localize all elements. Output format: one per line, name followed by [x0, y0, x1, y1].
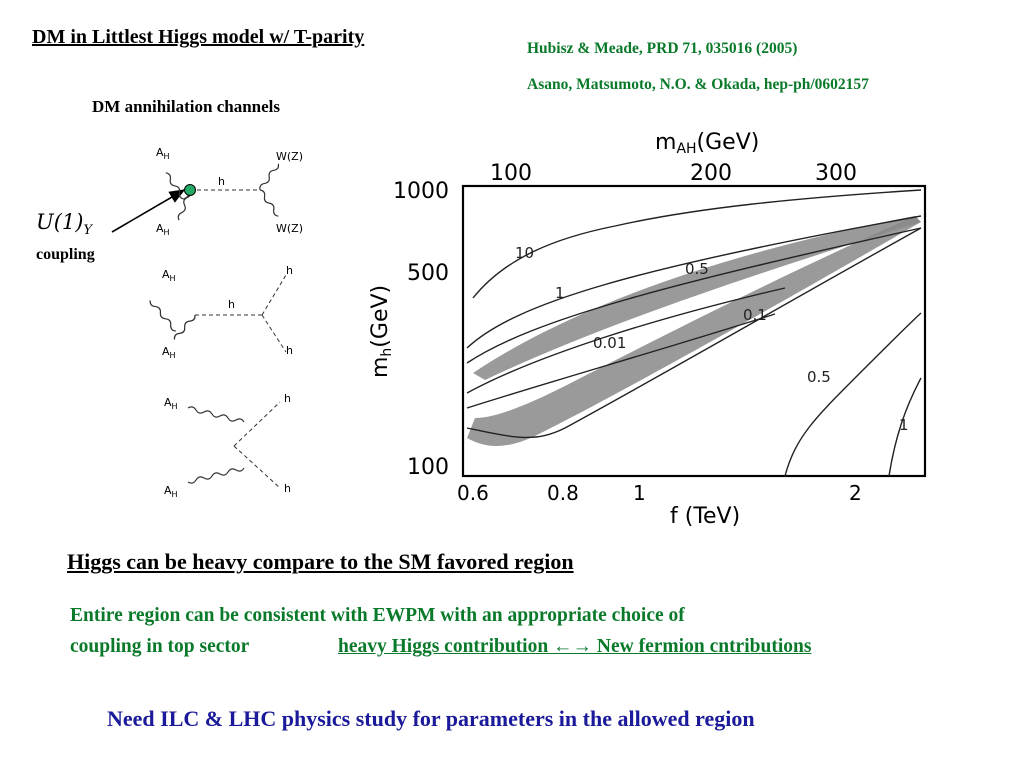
contours [466, 189, 922, 477]
contour-0.01-lower [466, 313, 776, 409]
d1-out2-label: W(Z) [276, 222, 303, 235]
contour-label-1-lower: 1 [899, 416, 909, 434]
relic-density-plot: mAH(GeV) 100 200 300 1000 500 100 mh(GeV… [368, 130, 927, 528]
left-tick-1000: 1000 [393, 179, 449, 204]
bottom-tick-1: 1 [633, 481, 646, 505]
wavy-line-w-2 [259, 189, 279, 217]
slide-title: DM in Littlest Higgs model w/ T-parity [32, 26, 365, 48]
contour-1-lower [888, 377, 922, 477]
d1-prop-label: h [218, 175, 225, 188]
higgs-statement: Higgs can be heavy compare to the SM fav… [67, 549, 574, 574]
contour-0.1 [466, 227, 922, 439]
coupling-symbol: U(1)Y [36, 210, 93, 239]
coupling-vertex [184, 184, 196, 196]
diagram-contact: AH AH h h [164, 392, 291, 499]
coupling-word: coupling [36, 246, 95, 263]
ewpm-link: heavy Higgs contribution ←→ New fermion … [338, 636, 812, 657]
diagram-higgs-pair: AH AH h h h [149, 264, 293, 360]
contour-label-0.01: 0.01 [593, 334, 626, 352]
feynman-diagrams: AH AH h W(Z) W(Z) AH AH h h h AH AH h h [111, 146, 303, 499]
contour-0.5-lower [784, 312, 922, 477]
bottom-tick-2: 2 [849, 481, 862, 505]
diagrams-heading: DM annihilation channels [92, 97, 280, 116]
contour-label-1-upper: 1 [555, 284, 565, 302]
wavy-line-ah-1 [165, 172, 193, 200]
wavy-line-ah-4 [173, 314, 196, 340]
contour-label-0.1: 0.1 [743, 306, 767, 324]
bottom-tick-0.6: 0.6 [457, 481, 489, 505]
d2-prop-label: h [228, 298, 235, 311]
d2-in2-label: AH [162, 345, 176, 360]
wavy-line-w-1 [259, 163, 280, 191]
contour-0.01-upper [466, 287, 786, 394]
contour-1-upper [466, 215, 922, 349]
dashed-out-2 [261, 314, 287, 353]
dashed-out-3 [233, 401, 281, 447]
ewpm-line-1: Entire region can be consistent with EWP… [70, 605, 685, 626]
bottom-axis-label: f (TeV) [670, 504, 740, 528]
d3-in1-label: AH [164, 396, 178, 411]
d3-out1-label: h [284, 392, 291, 405]
d2-out2-label: h [286, 344, 293, 357]
left-axis-label: mh(GeV) [368, 285, 395, 378]
allowed-band [467, 216, 921, 446]
contour-label-0.5-lower: 0.5 [807, 368, 831, 386]
dashed-out-4 [233, 445, 281, 489]
bottom-tick-0.8: 0.8 [547, 481, 579, 505]
d2-in1-label: AH [162, 268, 176, 283]
contour-10 [472, 189, 922, 299]
contour-label-0.5-upper: 0.5 [685, 260, 709, 278]
wavy-line-ah-6 [187, 467, 245, 484]
d1-out1-label: W(Z) [276, 150, 303, 163]
reference-2: Asano, Matsumoto, N.O. & Okada, hep-ph/0… [527, 76, 869, 93]
d3-out2-label: h [284, 482, 291, 495]
d3-in2-label: AH [164, 484, 178, 499]
conclusion: Need ILC & LHC physics study for paramet… [107, 706, 755, 731]
diagram-gauge-pair: AH AH h W(Z) W(Z) [156, 146, 303, 237]
wavy-line-ah-5 [187, 406, 245, 423]
wavy-line-ah-3 [149, 300, 176, 332]
top-tick-100: 100 [490, 161, 532, 186]
dashed-out-1 [261, 274, 287, 316]
contour-label-10: 10 [515, 244, 534, 262]
reference-1: Hubisz & Meade, PRD 71, 035016 (2005) [527, 40, 798, 57]
left-tick-500: 500 [407, 261, 449, 286]
d2-out1-label: h [286, 264, 293, 277]
top-tick-300: 300 [815, 161, 857, 186]
contour-0.5-upper [466, 227, 922, 364]
d1-in2-label: AH [156, 222, 170, 237]
allowed-band-upper [473, 216, 921, 380]
top-tick-200: 200 [690, 161, 732, 186]
left-tick-100: 100 [407, 455, 449, 480]
top-axis-label: mAH(GeV) [655, 130, 759, 157]
plot-frame [461, 184, 927, 478]
coupling-arrow [111, 189, 186, 233]
ewpm-line-2: coupling in top sector [70, 636, 250, 657]
d1-in1-label: AH [156, 146, 170, 161]
